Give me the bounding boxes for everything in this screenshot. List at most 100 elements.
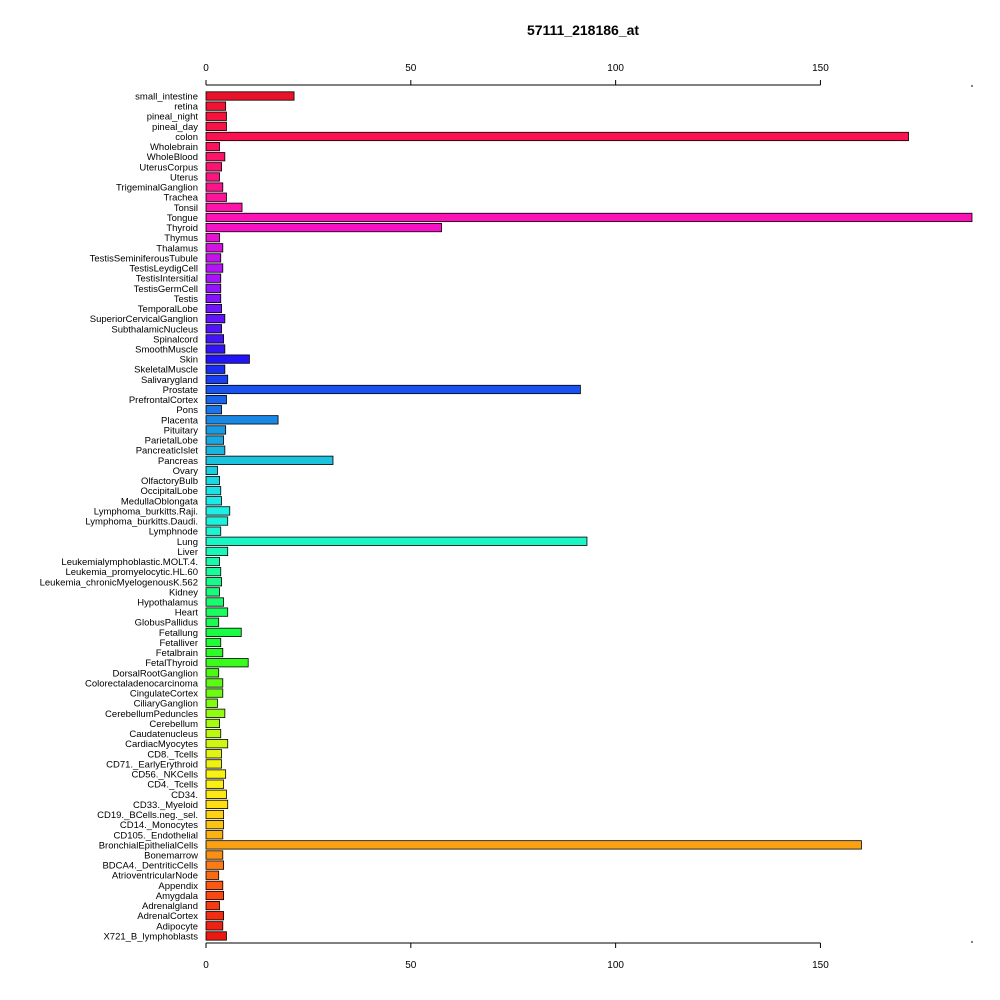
- category-label: CD4._Tcells: [147, 780, 198, 791]
- category-label: Tonsil: [174, 203, 198, 214]
- bar-MedullaOblongata: [205, 496, 222, 506]
- category-label: Leukemia_promyelocytic.HL.60: [65, 567, 198, 578]
- category-label: FetalThyroid: [145, 658, 198, 669]
- bar-Adrenalgland: [205, 901, 220, 911]
- category-label: pineal_day: [152, 122, 198, 133]
- bar-Lymphoma_burkitts.Daudi.: [205, 516, 229, 526]
- category-label: Heart: [175, 608, 199, 619]
- category-label: Uterus: [170, 172, 198, 183]
- bar-WholeBlood: [205, 152, 226, 162]
- category-label: MedullaOblongata: [121, 496, 199, 507]
- bar-AdrenalCortex: [205, 911, 225, 921]
- category-label: pineal_night: [147, 112, 199, 123]
- bar-TestisIntersitial: [205, 273, 222, 283]
- top-axis-tick-label: 50: [405, 63, 417, 74]
- category-label: Liver: [177, 547, 198, 558]
- category-label: Spinalcord: [153, 334, 198, 345]
- category-label: CD33._Myeloid: [133, 800, 198, 811]
- category-label: Thalamus: [156, 243, 198, 254]
- bar-pineal_night: [205, 111, 227, 121]
- bar-Appendix: [205, 880, 224, 890]
- bar-SuperiorCervicalGanglion: [205, 314, 226, 324]
- bar-Tonsil: [205, 202, 243, 212]
- bar-Fetalbrain: [205, 648, 224, 658]
- bar-SmoothMuscle: [205, 344, 226, 354]
- bar-CD56._NKCells: [205, 769, 227, 779]
- category-label: PrefrontalCortex: [129, 395, 198, 406]
- category-label: Fetalliver: [159, 638, 198, 649]
- category-label: Appendix: [158, 881, 198, 892]
- category-label: BDCA4._DentriticCells: [102, 861, 198, 872]
- bar-Tongue: [205, 212, 973, 223]
- bar-Heart: [205, 607, 229, 617]
- bar-Colorectaladenocarcinoma: [205, 678, 224, 688]
- bar-Fetalliver: [205, 637, 222, 648]
- bar-CiliaryGanglion: [205, 698, 218, 708]
- category-label: SkeletalMuscle: [134, 365, 198, 376]
- category-label: CD8._Tcells: [147, 749, 198, 760]
- top-axis-tick-label: 100: [607, 63, 624, 74]
- bottom-axis-tick-label: 50: [405, 960, 417, 971]
- category-label: Kidney: [169, 587, 198, 598]
- bar-Fetallung: [205, 627, 242, 637]
- bar-Testis: [205, 293, 222, 304]
- bar-small_intestine: [205, 91, 295, 101]
- category-label: colon: [175, 132, 198, 143]
- category-label: CerebellumPeduncles: [105, 709, 198, 720]
- bar-Trachea: [205, 192, 227, 202]
- category-label: CD19._BCells.neg._sel.: [97, 810, 198, 821]
- category-label: CingulateCortex: [130, 689, 198, 700]
- category-label: retina: [174, 102, 198, 113]
- category-label: CD14._Monocytes: [120, 820, 198, 831]
- bar-CD19._BCells.neg._sel.: [205, 809, 225, 820]
- category-label: TemporalLobe: [138, 304, 198, 315]
- bar-Wholebrain: [205, 141, 220, 152]
- category-label: OccipitalLobe: [140, 486, 198, 497]
- category-label: Trachea: [164, 193, 199, 204]
- category-label: Adrenalgland: [142, 901, 198, 912]
- bottom-axis-tick-label: 100: [607, 960, 624, 971]
- bar-SubthalamicNucleus: [205, 324, 222, 334]
- category-label: Leukemia_chronicMyelogenousK.562: [40, 577, 198, 588]
- bar-TestisSeminiferousTubule: [205, 253, 222, 263]
- bar-FetalThyroid: [205, 658, 249, 668]
- category-label: Amygdala: [156, 891, 199, 902]
- bar-Prostate: [205, 384, 581, 395]
- bar-TestisLeydigCell: [205, 263, 224, 273]
- category-label: Salivarygland: [141, 375, 198, 386]
- category-label: PancreaticIslet: [136, 446, 199, 457]
- category-label: Lymphoma_burkitts.Raji.: [94, 506, 198, 517]
- bar-Bonemarrow: [205, 850, 224, 860]
- category-label: ParietalLobe: [145, 436, 198, 447]
- bar-Uterus: [205, 172, 220, 182]
- bottom-axis: 0 50 100 150: [203, 941, 973, 971]
- bar-GlobusPallidus: [205, 617, 220, 627]
- category-label: Cerebellum: [149, 719, 198, 730]
- category-label: BronchialEpithelialCells: [99, 840, 199, 851]
- category-label: TestisSeminiferousTubule: [90, 253, 198, 264]
- bar-PancreaticIslet: [205, 445, 226, 455]
- category-label: Prostate: [163, 385, 198, 396]
- category-label: TrigeminalGanglion: [116, 183, 198, 194]
- bar-DorsalRootGanglion: [205, 668, 220, 678]
- category-label: X721_B_lymphoblasts: [103, 931, 198, 942]
- category-label: Colorectaladenocarcinoma: [85, 678, 199, 689]
- category-label: AdrenalCortex: [137, 911, 198, 922]
- bar-CD14._Monocytes: [205, 820, 225, 830]
- top-axis-tick-label: 150: [812, 63, 829, 74]
- bar-UterusCorpus: [205, 162, 222, 172]
- category-label: Wholebrain: [150, 142, 198, 153]
- category-label: Lung: [177, 537, 198, 548]
- bar-X721_B_lymphoblasts: [205, 931, 227, 941]
- bar-CD33._Myeloid: [205, 799, 229, 810]
- bar-Caudatenucleus: [205, 728, 222, 739]
- category-label: WholeBlood: [147, 152, 198, 163]
- category-label: Tongue: [167, 213, 198, 224]
- bar-Lymphoma_burkitts.Raji.: [205, 506, 231, 516]
- category-label: Thymus: [164, 233, 198, 244]
- category-label: Skin: [180, 355, 198, 366]
- bar-AtrioventricularNode: [205, 870, 220, 880]
- bar-Kidney: [205, 587, 220, 597]
- category-label: CD56._NKCells: [131, 770, 198, 781]
